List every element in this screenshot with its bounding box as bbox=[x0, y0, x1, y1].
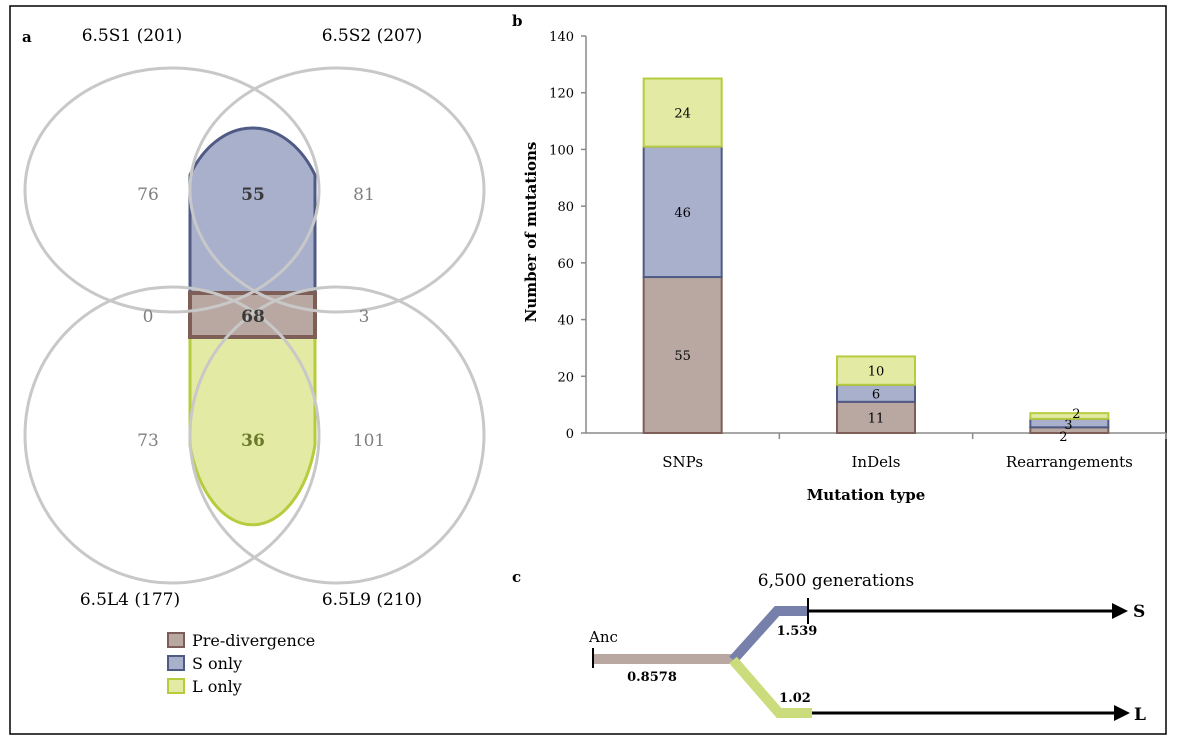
bar-value-label: 3 bbox=[1064, 418, 1072, 433]
y-tick-label: 80 bbox=[557, 200, 574, 215]
legend-label-l-only: L only bbox=[192, 677, 242, 696]
tree-panel: c 6,500 generations Anc 0.8578 1.539 1.0… bbox=[512, 568, 1146, 725]
y-tick-label: 60 bbox=[557, 257, 574, 272]
tree-trunk-rate: 0.8578 bbox=[627, 670, 677, 685]
bar-value-label: 11 bbox=[868, 411, 885, 426]
bar-value-label: 2 bbox=[1059, 430, 1067, 445]
bar-segment bbox=[642, 77, 723, 148]
tree-l-arrowhead bbox=[1114, 705, 1130, 721]
legend-swatch-s-only bbox=[167, 655, 185, 671]
venn-count-s1-only: 76 bbox=[137, 185, 159, 205]
bar-value-label: 46 bbox=[674, 206, 691, 221]
bar-chart-panel: b Number of mutations Mutation type 0 20 4… bbox=[512, 12, 1167, 504]
legend-swatch-l-only bbox=[167, 678, 185, 694]
venn-s-shared-region bbox=[188, 126, 317, 297]
venn-count-s-shared: 55 bbox=[241, 185, 265, 205]
venn-count-s2-l9: 3 bbox=[359, 307, 370, 327]
bar-segment bbox=[642, 276, 723, 434]
panel-b-letter: b bbox=[512, 12, 523, 30]
venn-count-l9-only: 101 bbox=[353, 431, 385, 451]
bar-segment bbox=[836, 355, 916, 386]
bar-value-label: 2 bbox=[1072, 407, 1080, 422]
venn-circle-s1 bbox=[23, 66, 321, 314]
bar-segment bbox=[1029, 412, 1110, 420]
tree-leaf-s: S bbox=[1133, 602, 1145, 622]
bar-value-label: 10 bbox=[868, 365, 885, 380]
panel-a-letter: a bbox=[22, 28, 32, 46]
venn-circle-l4 bbox=[23, 285, 321, 585]
y-tick-label: 100 bbox=[549, 143, 574, 158]
figure-frame bbox=[9, 5, 1167, 735]
x-category-label: Rearrangements bbox=[1006, 453, 1133, 471]
y-tick-label: 40 bbox=[557, 314, 574, 329]
tree-s-branch bbox=[729, 606, 808, 664]
legend-label-pre-divergence: Pre-divergence bbox=[192, 631, 315, 650]
bar-value-label: 24 bbox=[674, 107, 691, 122]
venn-count-l-shared: 36 bbox=[241, 431, 265, 451]
legend-label-s-only: S only bbox=[192, 654, 242, 673]
set-label-l4: 6.5L4 (177) bbox=[80, 590, 180, 610]
venn-count-pre-divergence: 68 bbox=[241, 307, 265, 327]
venn-circle-s2 bbox=[188, 66, 486, 314]
bar-plot-area: 0 20 40 60 80 100 120 140 55 46 24 SNPs 11 6 10 InDels 2… bbox=[549, 30, 1167, 471]
y-axis-title: Number of mutations bbox=[522, 142, 540, 323]
tree-s-rate: 1.539 bbox=[777, 624, 818, 639]
venn-circle-l9 bbox=[188, 285, 486, 585]
x-axis-title: Mutation type bbox=[807, 486, 926, 504]
set-label-s2: 6.5S2 (207) bbox=[322, 26, 423, 46]
x-category-label: SNPs bbox=[662, 453, 703, 471]
panel-c-letter: c bbox=[512, 568, 521, 586]
venn-panel: a 6.5S1 (201) 6.5S2 (207) 6.5L4 (177) 6.… bbox=[22, 26, 486, 696]
venn-count-s2-only: 81 bbox=[353, 185, 375, 205]
bar-value-label: 6 bbox=[872, 387, 880, 402]
set-label-s1: 6.5S1 (201) bbox=[82, 26, 183, 46]
tree-leaf-l: L bbox=[1134, 705, 1146, 725]
venn-count-s1-l4: 0 bbox=[143, 307, 154, 327]
venn-pre-divergence-region bbox=[188, 291, 317, 339]
tree-l-rate: 1.02 bbox=[779, 691, 811, 706]
y-tick-label: 120 bbox=[549, 87, 574, 102]
tree-s-arrowhead bbox=[1112, 603, 1128, 619]
y-tick-label: 0 bbox=[566, 427, 574, 442]
x-category-label: InDels bbox=[852, 453, 901, 471]
y-tick-label: 20 bbox=[557, 370, 574, 385]
bar-segment bbox=[642, 145, 723, 279]
tree-l-branch bbox=[729, 656, 812, 718]
venn-l-shared-region bbox=[188, 333, 317, 527]
legend-swatch-pre-divergence bbox=[167, 632, 185, 648]
tree-ancestor-label: Anc bbox=[588, 628, 618, 646]
y-tick-label: 140 bbox=[549, 30, 574, 45]
tree-generations-label: 6,500 generations bbox=[758, 571, 914, 591]
set-label-l9: 6.5L9 (210) bbox=[322, 590, 422, 610]
venn-count-l4-only: 73 bbox=[137, 431, 159, 451]
legend: Pre-divergence S only L only bbox=[167, 631, 315, 696]
bar-value-label: 55 bbox=[674, 349, 691, 364]
